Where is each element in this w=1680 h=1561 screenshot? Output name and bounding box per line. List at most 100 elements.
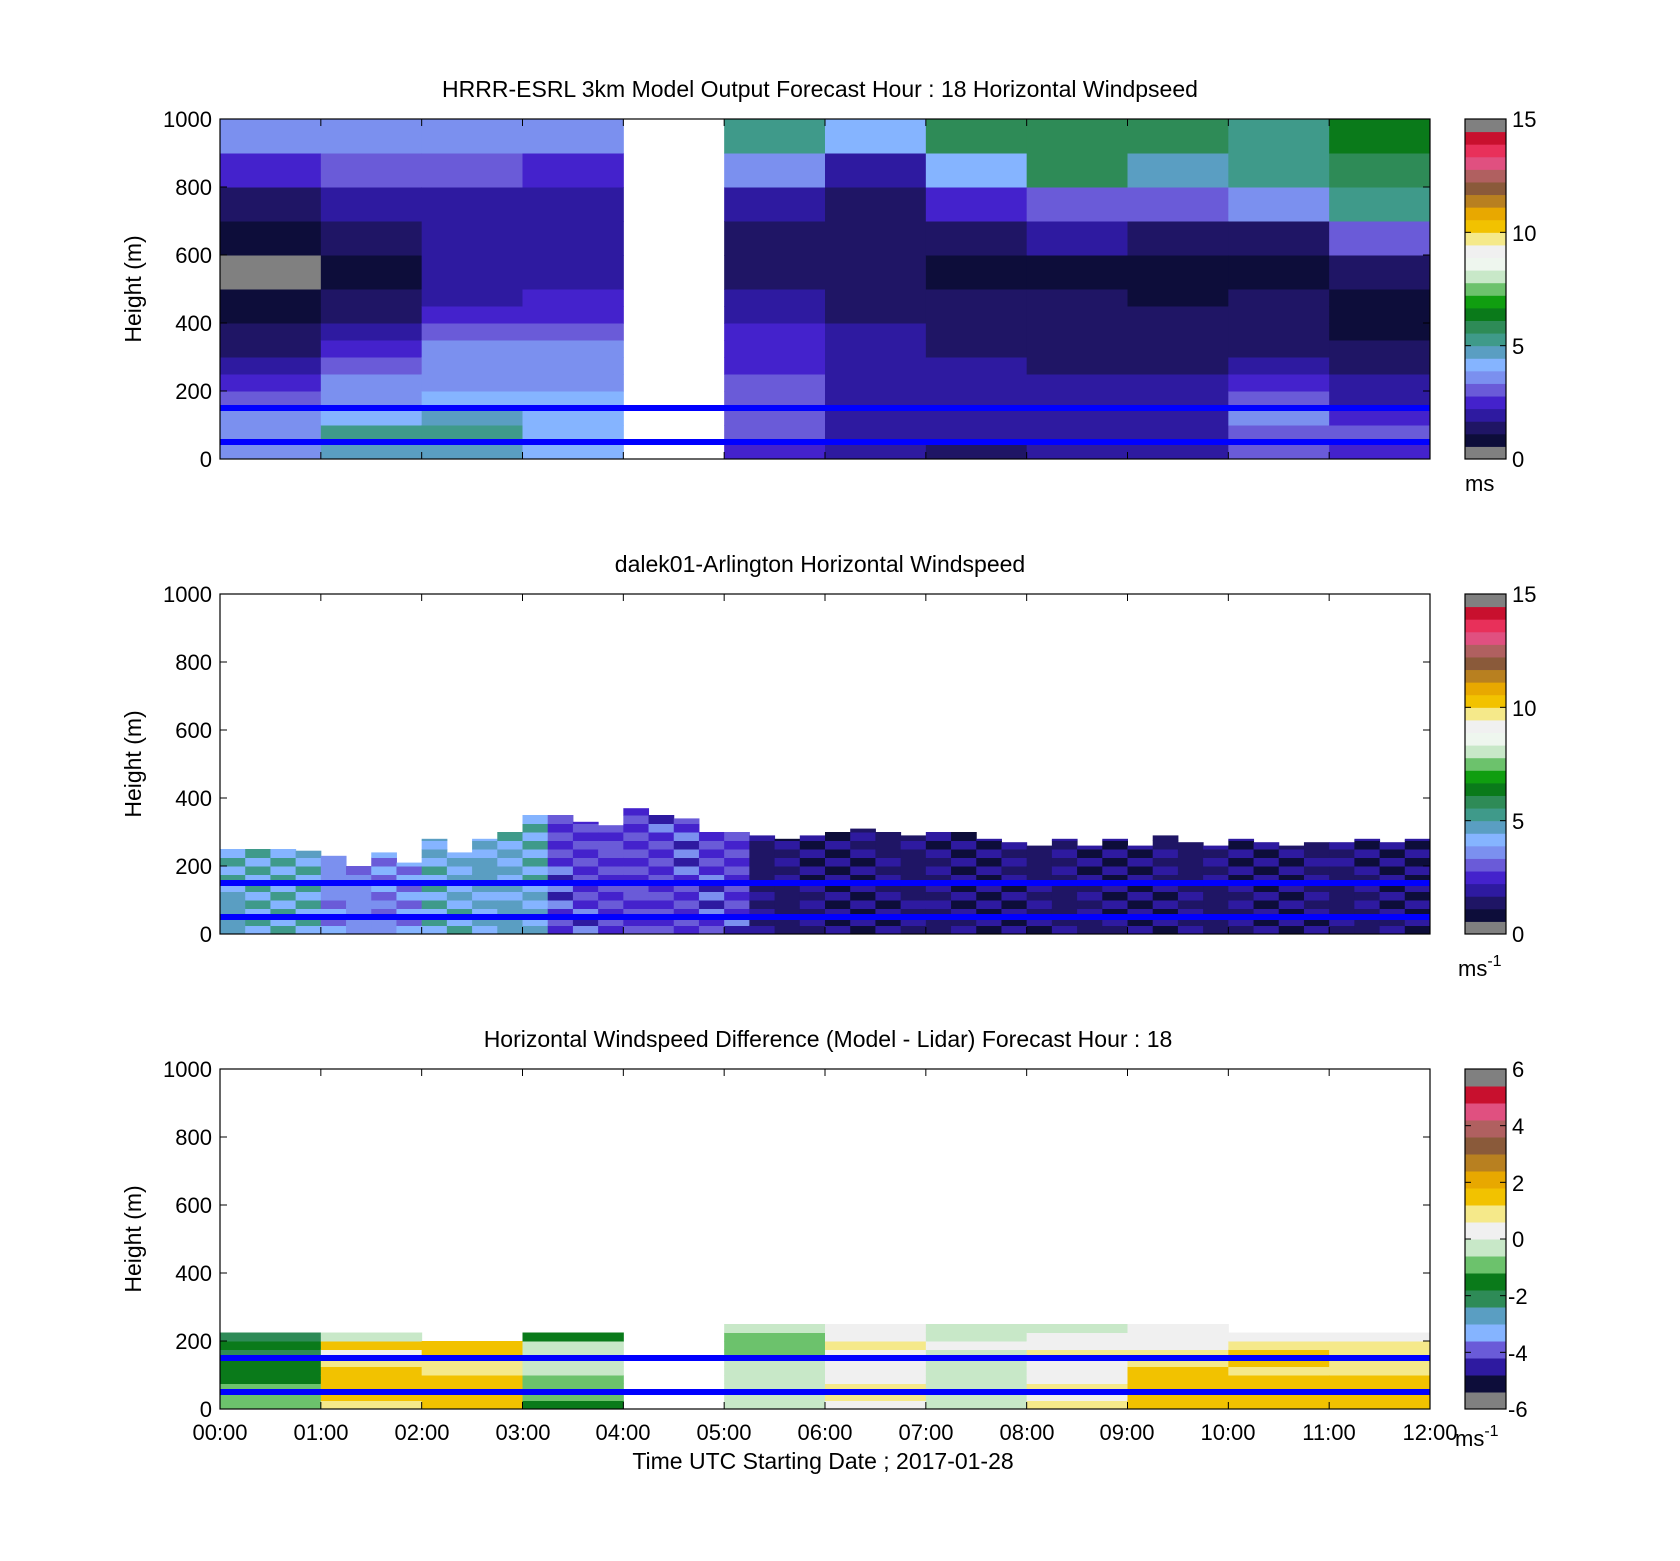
lidar-cell — [900, 835, 927, 841]
model-cell — [1329, 255, 1431, 290]
lidar-cell — [295, 883, 322, 892]
lidar-cell — [220, 900, 246, 909]
lidar-cell — [1026, 849, 1053, 858]
lidar-cell — [1203, 925, 1229, 935]
lidar-cell — [1026, 866, 1053, 875]
model-cell — [1228, 255, 1330, 290]
lidar-cell — [245, 891, 271, 901]
colorbar-difference-tick-m6: -6 — [1508, 1397, 1528, 1422]
difference-cell — [320, 1341, 423, 1350]
difference-cell — [1228, 1341, 1330, 1350]
difference-cell — [1026, 1383, 1128, 1393]
colorbar-model-swatch — [1465, 307, 1506, 321]
panel-model-ytick-800: 800 — [175, 175, 212, 200]
lidar-cell — [270, 857, 297, 867]
lidar-cell — [875, 832, 902, 841]
lidar-cell — [245, 866, 271, 875]
lidar-cell — [1379, 857, 1406, 867]
lidar-cell — [1051, 917, 1078, 926]
difference-cell — [925, 1324, 1028, 1333]
difference-cell — [724, 1392, 826, 1401]
lidar-cell — [1203, 849, 1229, 858]
colorbar-model-swatch — [1465, 144, 1506, 158]
lidar-cell — [1379, 900, 1406, 909]
xtick-02-00: 02:00 — [394, 1420, 449, 1445]
lidar-cell — [1228, 840, 1255, 850]
lidar-cell — [522, 874, 549, 884]
lidar-cell — [1026, 883, 1053, 892]
lidar-cell — [1228, 917, 1255, 926]
colorbar-difference-swatch — [1465, 1171, 1506, 1189]
lidar-cell — [799, 925, 826, 935]
lidar-cell — [1228, 883, 1255, 892]
lidar-cell — [673, 823, 700, 833]
lidar-cell — [1379, 917, 1406, 926]
lidar-cell — [547, 832, 574, 841]
colorbar-lidar-swatch — [1465, 808, 1506, 822]
difference-cell — [1026, 1349, 1128, 1359]
difference-cell — [1026, 1392, 1128, 1401]
xtick-07-00: 07:00 — [898, 1420, 953, 1445]
lidar-cell — [623, 815, 650, 824]
model-cell — [1329, 289, 1431, 307]
lidar-cell — [1001, 874, 1028, 884]
lidar-cell — [1026, 891, 1053, 901]
lidar-cell — [1303, 857, 1330, 867]
model-cell — [320, 340, 423, 358]
model-cell — [1228, 391, 1330, 409]
lidar-cell — [976, 883, 1002, 892]
colorbar-lidar-swatch — [1465, 619, 1506, 633]
lidar-cell — [623, 917, 650, 926]
model-cell — [320, 221, 423, 256]
colorbar-model-tick-0: 0 — [1512, 447, 1524, 472]
model-cell — [1228, 323, 1330, 341]
lidar-cell — [497, 900, 523, 909]
model-cell — [1228, 221, 1330, 256]
lidar-cell — [1329, 883, 1355, 892]
difference-cell — [1127, 1392, 1229, 1401]
difference-cell — [825, 1392, 927, 1401]
difference-cell — [320, 1349, 423, 1359]
model-cell — [925, 374, 1028, 392]
model-cell — [1026, 425, 1128, 443]
lidar-cell — [295, 917, 322, 926]
model-cell — [320, 425, 423, 443]
difference-cell — [1026, 1366, 1128, 1376]
lidar-cell — [295, 908, 322, 918]
difference-cell — [421, 1349, 523, 1359]
lidar-cell — [1152, 900, 1179, 909]
lidar-cell — [396, 866, 423, 875]
lidar-cell — [1354, 840, 1381, 850]
difference-cell — [724, 1400, 826, 1410]
lidar-cell — [497, 925, 523, 935]
difference-cell — [1228, 1332, 1330, 1342]
lidar-cell — [1102, 925, 1128, 935]
lidar-cell — [522, 891, 549, 901]
lidar-cell — [1404, 849, 1431, 858]
model-cell — [320, 255, 423, 290]
lidar-cell — [245, 925, 271, 935]
lidar-cell — [799, 900, 826, 909]
lidar-cell — [320, 855, 347, 858]
lidar-cell — [1203, 917, 1229, 926]
lidar-cell — [1152, 891, 1179, 901]
lidar-cell — [648, 815, 675, 824]
lidar-cell — [925, 900, 952, 909]
lidar-cell — [446, 900, 473, 909]
lidar-cell — [925, 849, 952, 858]
lidar-cell — [1303, 917, 1330, 926]
lidar-cell — [522, 823, 549, 833]
colorbar-lidar-swatch — [1465, 757, 1506, 771]
lidar-cell — [825, 849, 851, 858]
colorbar-difference-swatch — [1465, 1188, 1506, 1206]
lidar-cell — [1253, 857, 1280, 867]
lidar-cell — [749, 857, 776, 867]
lidar-cell — [446, 857, 473, 867]
model-cell — [1026, 119, 1128, 154]
model-cell — [724, 187, 826, 222]
lidar-cell — [850, 866, 876, 875]
lidar-cell — [346, 883, 372, 892]
lidar-cell — [1303, 883, 1330, 892]
lidar-cell — [446, 917, 473, 926]
lidar-cell — [925, 883, 952, 892]
